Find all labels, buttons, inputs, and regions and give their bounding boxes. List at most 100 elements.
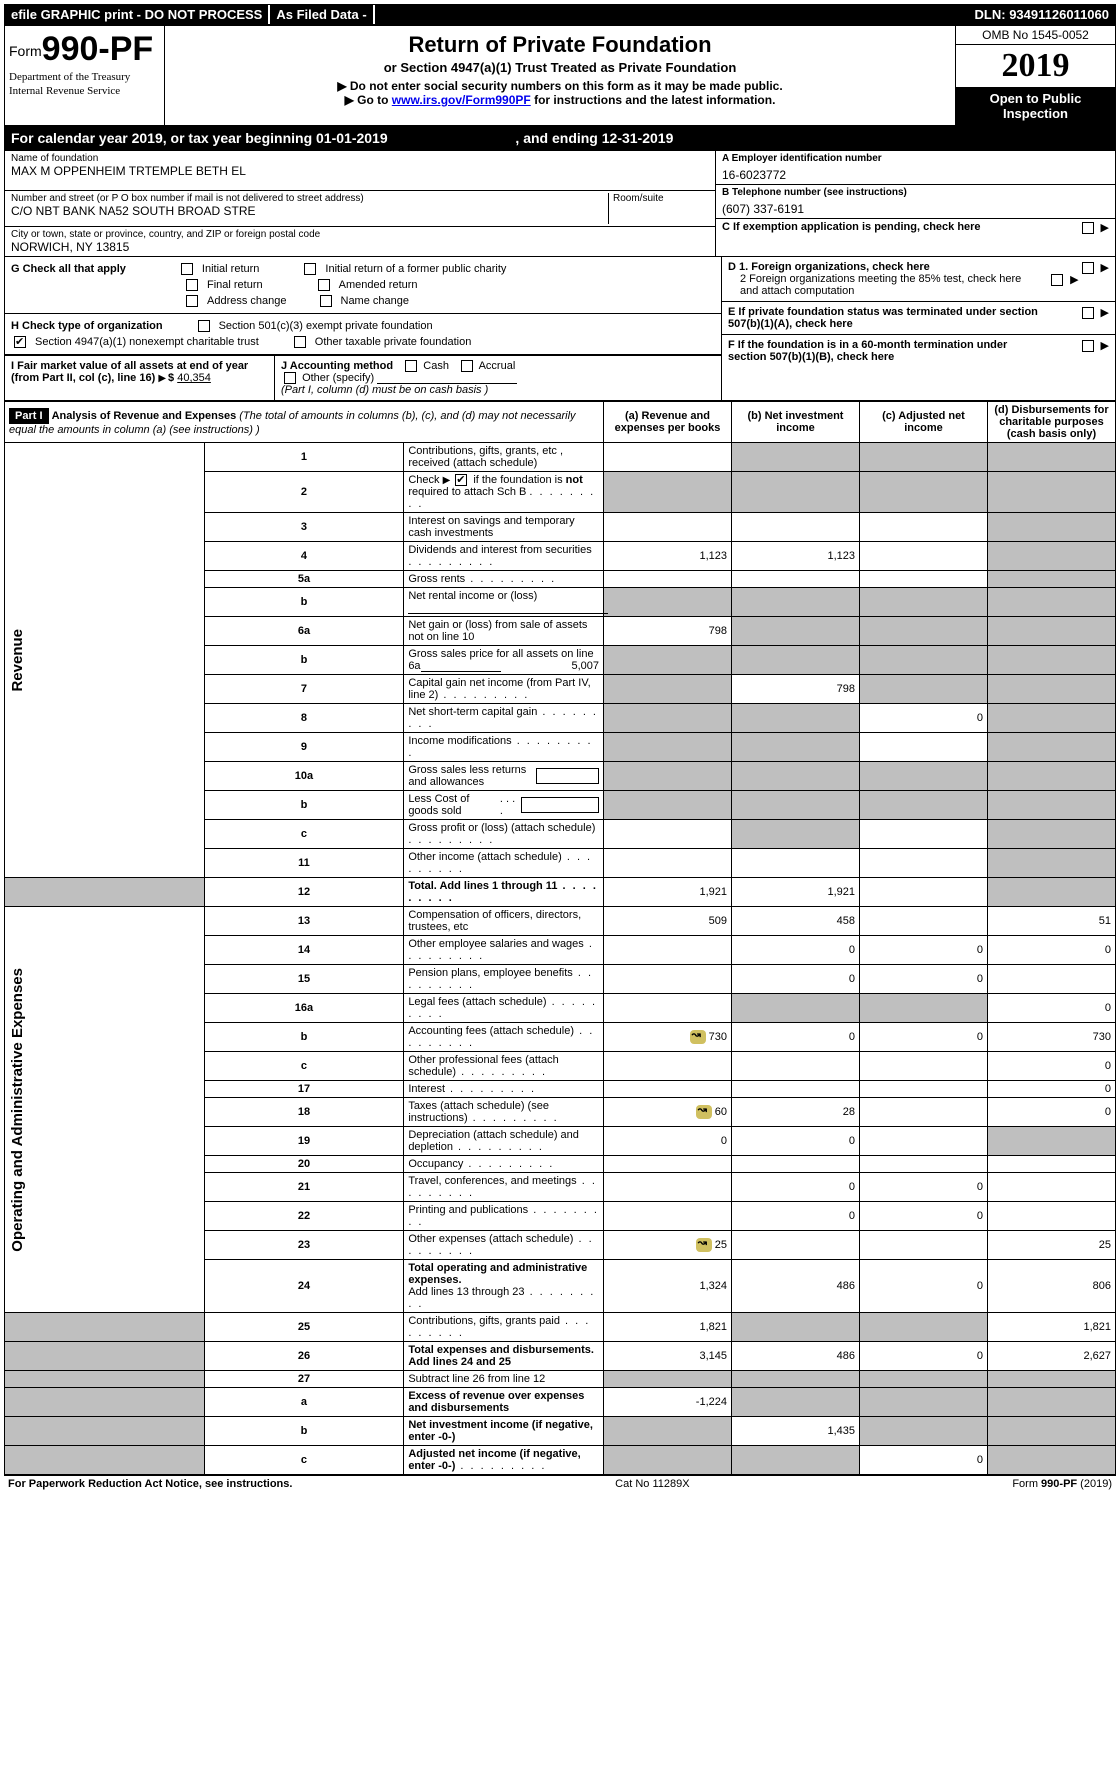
- room-label: Room/suite: [613, 193, 709, 204]
- part1-heading: Analysis of Revenue and Expenses: [52, 410, 237, 422]
- g-amend-cb[interactable]: [318, 279, 330, 291]
- arrow-icon: [1079, 221, 1109, 234]
- h-o3: Other taxable private foundation: [315, 336, 472, 348]
- calendar-year-row: For calendar year 2019, or tax year begi…: [4, 126, 1116, 150]
- row-22: Printing and publications: [404, 1202, 604, 1231]
- g-o3: Final return: [207, 279, 263, 291]
- instr-1: Do not enter social security numbers on …: [350, 79, 783, 93]
- c-label: C If exemption application is pending, c…: [722, 221, 981, 233]
- top-status-bar: efile GRAPHIC print - DO NOT PROCESS As …: [4, 4, 1116, 25]
- row-9: Income modifications: [404, 733, 604, 762]
- e-label: E If private foundation status was termi…: [728, 306, 1048, 330]
- col-d-hdr: (d) Disbursements for charitable purpose…: [988, 402, 1116, 443]
- row-4: Dividends and interest from securities: [404, 542, 604, 571]
- footer-right: Form 990-PF (2019): [1012, 1478, 1112, 1490]
- part1-badge: Part I: [9, 408, 49, 424]
- form-header: Form990-PF Department of the Treasury In…: [4, 25, 1116, 126]
- h-o2: Section 4947(a)(1) nonexempt charitable …: [35, 336, 259, 348]
- inspection-banner: Open to Public Inspection: [956, 87, 1115, 125]
- row-20: Occupancy: [404, 1156, 604, 1173]
- c-checkbox[interactable]: [1082, 222, 1094, 234]
- tel-label: B Telephone number (see instructions): [722, 187, 1109, 198]
- h-o1: Section 501(c)(3) exempt private foundat…: [219, 320, 433, 332]
- tel-value: (607) 337-6191: [722, 202, 1109, 216]
- row-27a: Excess of revenue over expenses and disb…: [404, 1388, 604, 1417]
- fmv-value: 40,354: [177, 372, 211, 384]
- row-27: Subtract line 26 from line 12: [404, 1371, 604, 1388]
- j-o2: Accrual: [479, 360, 516, 372]
- row-27b: Net investment income (if negative, ente…: [404, 1417, 604, 1446]
- row-16c: Other professional fees (attach schedule…: [404, 1052, 604, 1081]
- part1-table: Part I Analysis of Revenue and Expenses …: [4, 401, 1116, 1475]
- tax-year: 2019: [956, 45, 1115, 87]
- row-1: Contributions, gifts, grants, etc , rece…: [404, 443, 604, 472]
- h-other-cb[interactable]: [294, 336, 306, 348]
- row-2: Check if the foundation is not required …: [404, 472, 604, 513]
- attachment-icon[interactable]: [690, 1030, 706, 1044]
- row-21: Travel, conferences, and meetings: [404, 1173, 604, 1202]
- g-name-cb[interactable]: [320, 295, 332, 307]
- year-block: OMB No 1545-0052 2019 Open to Public Ins…: [955, 26, 1115, 125]
- j-accrual-cb[interactable]: [461, 360, 473, 372]
- row-27c: Adjusted net income (if negative, enter …: [404, 1446, 604, 1475]
- h-4947-cb[interactable]: [14, 336, 26, 348]
- footer-mid: Cat No 11289X: [615, 1478, 689, 1490]
- e-cb[interactable]: [1082, 307, 1094, 319]
- omb-number: OMB No 1545-0052: [956, 26, 1115, 45]
- form-prefix: Form: [9, 43, 42, 59]
- j-o1: Cash: [423, 360, 449, 372]
- arrow-icon: [1079, 306, 1109, 319]
- options-grid: G Check all that apply Initial return In…: [4, 257, 1116, 401]
- row-18: Taxes (attach schedule) (see instruction…: [404, 1098, 604, 1127]
- instr-2b: for instructions and the latest informat…: [531, 93, 776, 107]
- row-8: Net short-term capital gain: [404, 704, 604, 733]
- row-23: Other expenses (attach schedule): [404, 1231, 604, 1260]
- h-501-cb[interactable]: [198, 320, 210, 332]
- schb-cb[interactable]: [455, 474, 467, 486]
- g-addr-cb[interactable]: [186, 295, 198, 307]
- g-final-cb[interactable]: [186, 279, 198, 291]
- i-label: I Fair market value of all assets at end…: [11, 360, 248, 384]
- row-7: Capital gain net income (from Part IV, l…: [404, 675, 604, 704]
- f-cb[interactable]: [1082, 340, 1094, 352]
- row-14: Other employee salaries and wages: [404, 936, 604, 965]
- form-title-block: Return of Private Foundation or Section …: [165, 26, 955, 125]
- d2-label: 2 Foreign organizations meeting the 85% …: [728, 273, 1028, 297]
- row-6a: Net gain or (loss) from sale of assets n…: [404, 617, 604, 646]
- row-3: Interest on savings and temporary cash i…: [404, 513, 604, 542]
- addr-label: Number and street (or P O box number if …: [11, 193, 608, 204]
- irs-link[interactable]: www.irs.gov/Form990PF: [392, 93, 531, 107]
- d1-cb[interactable]: [1082, 262, 1094, 274]
- g-label: G Check all that apply: [11, 263, 126, 275]
- row-13: Compensation of officers, directors, tru…: [404, 907, 604, 936]
- attachment-icon[interactable]: [696, 1105, 712, 1119]
- j-other-cb[interactable]: [284, 372, 296, 384]
- row-19: Depreciation (attach schedule) and deple…: [404, 1127, 604, 1156]
- form-subtitle: or Section 4947(a)(1) Trust Treated as P…: [171, 60, 949, 75]
- g-o1: Initial return: [202, 263, 259, 275]
- instr-2a: Go to: [357, 93, 392, 107]
- j-cash-cb[interactable]: [405, 360, 417, 372]
- d2-cb[interactable]: [1051, 274, 1063, 286]
- arrow-icon: [1048, 273, 1078, 286]
- j-note: (Part I, column (d) must be on cash basi…: [281, 384, 488, 396]
- row-12: Total. Add lines 1 through 11: [404, 878, 604, 907]
- efile-label: efile GRAPHIC print - DO NOT PROCESS: [5, 5, 270, 24]
- row-5a: Gross rents: [404, 571, 604, 588]
- ij-section: I Fair market value of all assets at end…: [5, 355, 721, 400]
- attachment-icon[interactable]: [696, 1238, 712, 1252]
- asfiled-label: As Filed Data -: [270, 5, 374, 24]
- g-former-cb[interactable]: [304, 263, 316, 275]
- arrow-icon: [1079, 339, 1109, 352]
- row-10a: Gross sales less returns and allowances: [404, 762, 604, 791]
- city-label: City or town, state or province, country…: [11, 229, 709, 240]
- g-initial-cb[interactable]: [181, 263, 193, 275]
- d1-label: D 1. Foreign organizations, check here: [728, 261, 930, 273]
- row-5b: Net rental income or (loss): [404, 588, 604, 617]
- row-17: Interest: [404, 1081, 604, 1098]
- dept-treasury: Department of the Treasury: [9, 71, 160, 83]
- form-title: Return of Private Foundation: [171, 32, 949, 58]
- foundation-name: MAX M OPPENHEIM TRTEMPLE BETH EL: [11, 164, 709, 178]
- form-number: 990-PF: [42, 30, 154, 68]
- entity-info: Name of foundation MAX M OPPENHEIM TRTEM…: [4, 150, 1116, 257]
